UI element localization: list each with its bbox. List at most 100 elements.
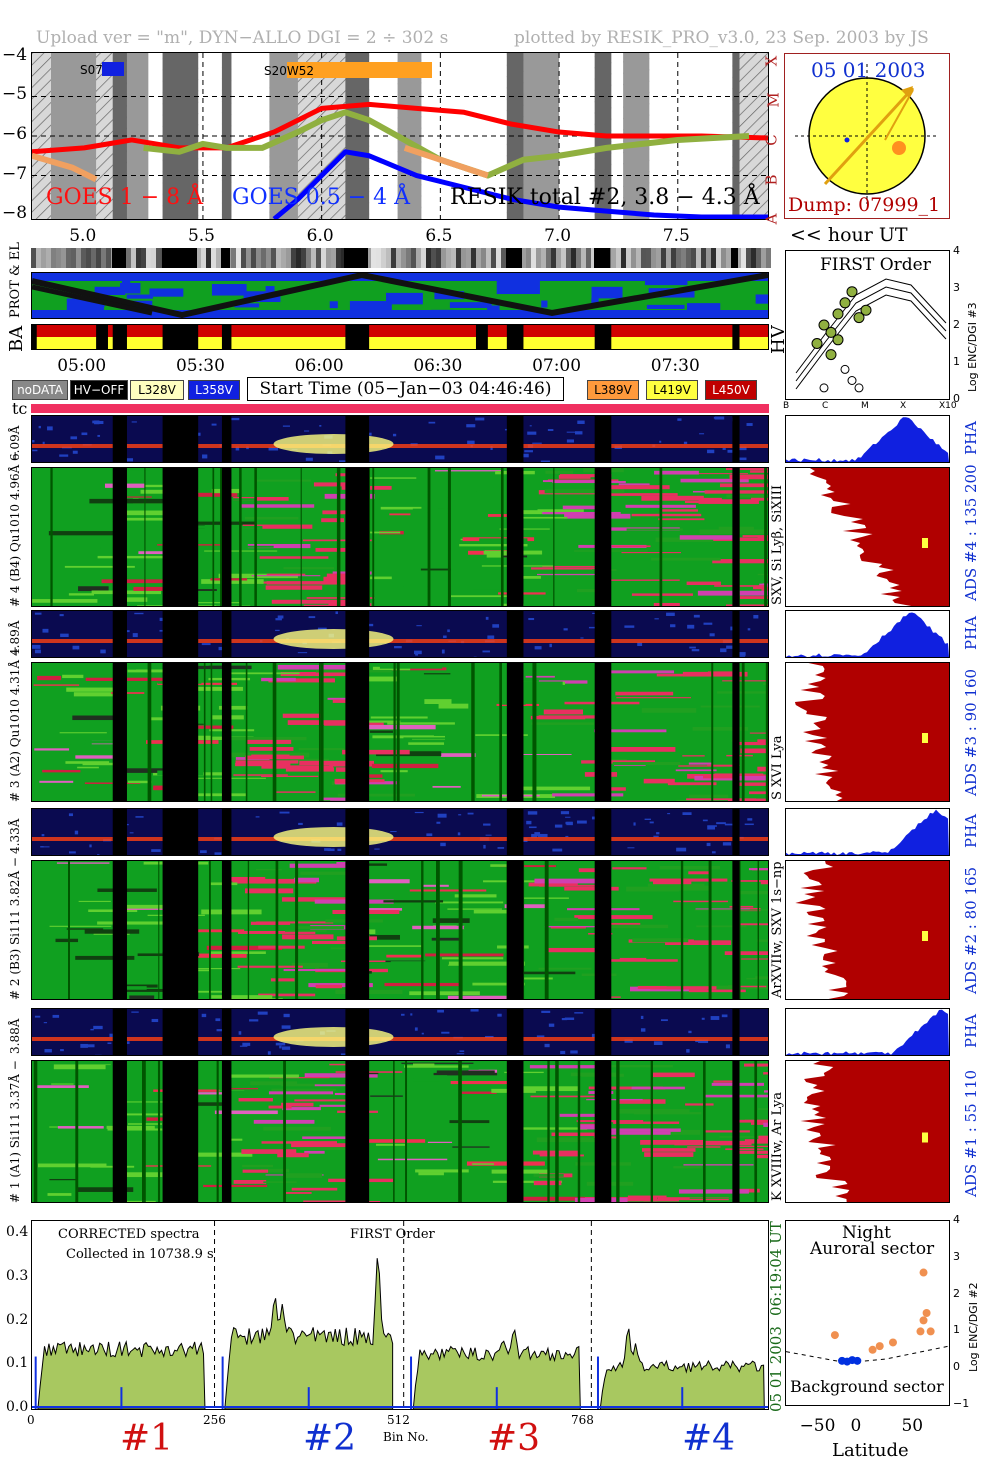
heatmap-cell bbox=[414, 1112, 452, 1116]
heatmap-cell bbox=[62, 674, 84, 679]
pha-noise bbox=[574, 431, 583, 435]
heatmap-cell bbox=[115, 988, 195, 992]
heatmap-cell bbox=[490, 864, 519, 867]
pha-noise bbox=[591, 816, 598, 820]
heatmap-cell bbox=[119, 1172, 163, 1178]
heatmap-gap bbox=[732, 861, 740, 999]
pha-noise bbox=[544, 1043, 550, 1048]
pha-noise bbox=[565, 821, 573, 825]
intensity-cell bbox=[436, 248, 441, 268]
pha-noise bbox=[131, 421, 137, 423]
pha-noise bbox=[47, 426, 53, 431]
heatmap-cell bbox=[348, 720, 401, 723]
channel-main-label-1: # 4 (B4) Qu1010 4.96Å − bbox=[8, 450, 22, 607]
pha-noise bbox=[693, 614, 700, 618]
heatmap-cell bbox=[674, 1140, 752, 1146]
heatmap-cell bbox=[578, 868, 602, 873]
pha-noise bbox=[215, 1018, 221, 1022]
heatmap-cell bbox=[201, 579, 264, 584]
pha-strip-svg bbox=[32, 1009, 768, 1055]
pha-noise bbox=[536, 1035, 545, 1038]
pha-noise bbox=[339, 460, 348, 462]
pha-noise bbox=[275, 1042, 286, 1046]
pha-noise bbox=[649, 821, 654, 824]
pha-side-label-3: PHA bbox=[962, 813, 980, 848]
heatmap-gap bbox=[345, 1061, 370, 1202]
first-order-curve-1 bbox=[795, 286, 947, 382]
heatmap-cell bbox=[602, 579, 680, 581]
goes-gap-band-2 bbox=[221, 53, 232, 219]
hv-status-svg bbox=[32, 325, 768, 349]
pha-noise bbox=[470, 1009, 479, 1012]
heatmap-cell bbox=[685, 1103, 714, 1106]
heatmap-cell bbox=[409, 889, 487, 892]
heatmap-cell bbox=[368, 945, 424, 947]
pha-noise bbox=[640, 1028, 646, 1032]
pha-histogram-svg bbox=[786, 809, 949, 855]
heatmap-cell bbox=[719, 483, 768, 488]
heatmap-cell bbox=[514, 977, 553, 980]
hv-off-segment bbox=[345, 325, 370, 349]
heatmap-cell bbox=[211, 995, 273, 999]
pha-line bbox=[32, 444, 768, 448]
pha-strip-3 bbox=[31, 808, 769, 856]
heatmap-cell bbox=[268, 1091, 334, 1095]
intensity-cell bbox=[281, 248, 286, 268]
heatmap-cell bbox=[476, 721, 513, 724]
heatmap-cell bbox=[586, 1098, 643, 1101]
intensity-cell bbox=[686, 248, 691, 268]
heatmap-cell bbox=[129, 995, 155, 999]
prot-bottom-band bbox=[32, 310, 768, 318]
heatmap-cell bbox=[51, 1083, 74, 1085]
intensity-cell bbox=[636, 248, 641, 268]
heatmap-stripe bbox=[300, 468, 302, 606]
pha-noise bbox=[337, 848, 342, 852]
heatmap-cell bbox=[277, 1152, 309, 1158]
pha-noise bbox=[235, 446, 240, 451]
pha-noise bbox=[747, 628, 751, 631]
heatmap-cell bbox=[125, 597, 148, 602]
pha-noise bbox=[746, 423, 753, 426]
heatmap-cell bbox=[731, 880, 764, 882]
heatmap-cell bbox=[109, 760, 175, 763]
heatmap-stripe bbox=[157, 1061, 161, 1202]
heatmap-cell bbox=[492, 1180, 563, 1183]
intensity-cell bbox=[671, 248, 676, 268]
pha-noise bbox=[214, 852, 222, 855]
heatmap-cell bbox=[283, 567, 335, 570]
pha-noise bbox=[257, 1011, 268, 1015]
heatmap-gap bbox=[221, 468, 232, 606]
spectrum-text-first-order: FIRST Order bbox=[350, 1227, 435, 1242]
heatmap-stripe bbox=[239, 468, 242, 606]
heatmap-cell bbox=[712, 559, 768, 564]
heatmap-gap bbox=[345, 861, 370, 999]
prot-blue-patch bbox=[646, 304, 685, 309]
heatmap-gap bbox=[732, 1061, 740, 1202]
heatmap-cell bbox=[678, 1189, 749, 1194]
heatmap-cell bbox=[271, 599, 346, 604]
pha-noise bbox=[32, 644, 41, 649]
channel-heatmap-1 bbox=[31, 467, 769, 607]
heatmap-cell bbox=[692, 727, 749, 731]
heatmap-cell bbox=[84, 990, 127, 995]
intensity-cell bbox=[266, 248, 271, 268]
pha-noise bbox=[216, 1029, 224, 1032]
heatmap-cell bbox=[655, 537, 714, 542]
heatmap-cell bbox=[291, 962, 328, 968]
pha-noise bbox=[159, 629, 164, 632]
heatmap-cell bbox=[187, 509, 214, 511]
heatmap-cell bbox=[431, 937, 463, 941]
heatmap-cell bbox=[294, 1099, 359, 1102]
pha-noise bbox=[41, 846, 50, 848]
heatmap-stripe bbox=[275, 861, 279, 999]
pha-noise bbox=[32, 440, 35, 443]
heatmap-cell bbox=[695, 908, 750, 911]
heatmap-stripe bbox=[553, 468, 555, 606]
heatmap-cell bbox=[258, 945, 305, 949]
heatmap-cell bbox=[396, 528, 453, 530]
pha-side-label-1: PHA bbox=[962, 420, 980, 455]
pha-noise bbox=[529, 425, 532, 427]
heatmap-cell bbox=[665, 940, 732, 946]
intensity-cell bbox=[706, 248, 711, 268]
heatmap-cell bbox=[289, 863, 363, 868]
